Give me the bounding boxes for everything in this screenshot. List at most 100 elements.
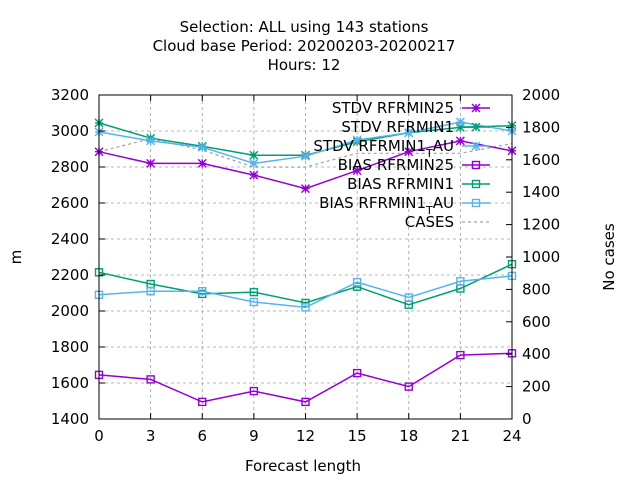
y2-tick-label: 800 bbox=[522, 280, 551, 298]
x-tick-label: 18 bbox=[399, 427, 418, 445]
data-point-square bbox=[456, 350, 465, 360]
data-point-star bbox=[404, 147, 414, 157]
legend-item: BIAS RFRMIN1TAU bbox=[319, 194, 490, 217]
y-tick-label: 2400 bbox=[51, 230, 89, 248]
legend-label: BIAS RFRMIN25 bbox=[338, 156, 454, 174]
data-point-square bbox=[404, 382, 413, 391]
y-tick-label: 3000 bbox=[51, 122, 89, 140]
legend-item: CASES bbox=[405, 213, 490, 231]
x-tick-label: 15 bbox=[348, 427, 367, 445]
series-bias-rfrmin1-tau bbox=[94, 271, 517, 312]
legend-label: STDV RFRMIN1TAU bbox=[313, 137, 454, 160]
data-point-star bbox=[301, 184, 310, 194]
x-tick-label: 21 bbox=[451, 427, 470, 445]
legend-item: STDV RFRMIN25 bbox=[332, 99, 490, 117]
data-point-square bbox=[146, 375, 155, 384]
title-line-3: Hours: 12 bbox=[268, 56, 341, 74]
data-point-star bbox=[404, 128, 414, 138]
series-line bbox=[98, 263, 513, 306]
series-stdv-rfrmin1-tau bbox=[94, 117, 517, 168]
title-line-1: Selection: ALL using 143 stations bbox=[180, 18, 429, 36]
data-point-star bbox=[471, 103, 481, 113]
x-tick-label: 24 bbox=[502, 427, 521, 445]
y-tick-label: 3200 bbox=[51, 86, 89, 104]
x-axis-label: Forecast length bbox=[245, 457, 361, 475]
data-point-star bbox=[352, 166, 362, 176]
legend-label: BIAS RFRMIN1TAU bbox=[319, 194, 454, 217]
data-point-star bbox=[249, 150, 259, 160]
legend-label: STDV RFRMIN1 bbox=[341, 118, 454, 136]
data-point-square bbox=[471, 198, 481, 208]
legend-item: STDV RFRMIN1TAU bbox=[313, 137, 490, 160]
y2-tick-label: 400 bbox=[522, 345, 551, 363]
y2-tick-label: 0 bbox=[522, 410, 532, 428]
y2-tick-label: 1600 bbox=[522, 151, 560, 169]
series-cases bbox=[98, 138, 513, 168]
x-axis-ticks: 0 3 6 9 12 15 18 21 24 bbox=[94, 95, 522, 445]
data-point-star bbox=[455, 136, 465, 146]
y-tick-label: 2200 bbox=[51, 266, 89, 284]
data-point-star bbox=[471, 122, 481, 132]
data-point-square bbox=[146, 287, 155, 296]
title-line-2: Cloud base Period: 20200203-20200217 bbox=[153, 37, 456, 55]
data-point-square bbox=[198, 397, 207, 407]
x-tick-label: 3 bbox=[146, 427, 156, 445]
series-line bbox=[98, 138, 513, 168]
data-point-star bbox=[146, 158, 156, 168]
legend-label: BIAS RFRMIN1 bbox=[347, 175, 454, 193]
data-point-star bbox=[471, 141, 481, 151]
y-tick-label: 2600 bbox=[51, 194, 89, 212]
data-point-star bbox=[146, 136, 156, 146]
data-point-square bbox=[471, 160, 481, 170]
data-point-star bbox=[249, 158, 259, 168]
data-point-square bbox=[249, 297, 259, 307]
data-point-star bbox=[197, 158, 207, 168]
data-point-star bbox=[301, 151, 310, 161]
data-point-star bbox=[455, 122, 465, 132]
legend-label-suffix: AU bbox=[433, 194, 454, 212]
y-tick-label: 1400 bbox=[51, 410, 89, 428]
data-point-star bbox=[455, 117, 465, 127]
data-point-square bbox=[249, 287, 259, 297]
data-point-square bbox=[404, 293, 413, 302]
data-point-square bbox=[301, 298, 310, 308]
legend-item: BIAS RFRMIN25 bbox=[338, 156, 490, 174]
legend-label: CASES bbox=[405, 213, 454, 231]
x-tick-label: 6 bbox=[197, 427, 207, 445]
y-tick-label: 1600 bbox=[51, 374, 89, 392]
y2-tick-label: 1000 bbox=[522, 248, 560, 266]
y-tick-label: 2800 bbox=[51, 158, 89, 176]
y2-tick-label: 1400 bbox=[522, 183, 560, 201]
y2-tick-label: 1200 bbox=[522, 216, 560, 234]
x-tick-label: 0 bbox=[94, 427, 104, 445]
legend-item: STDV RFRMIN1 bbox=[341, 118, 490, 136]
y2-tick-label: 200 bbox=[522, 378, 551, 396]
data-point-square bbox=[352, 282, 362, 291]
data-point-square bbox=[471, 179, 481, 189]
y2-tick-label: 600 bbox=[522, 313, 551, 331]
y2-tick-label: 2000 bbox=[522, 86, 560, 104]
data-point-square bbox=[352, 278, 362, 287]
series-line bbox=[98, 275, 513, 309]
chart-title: Selection: ALL using 143 stations Cloud … bbox=[153, 18, 456, 74]
legend-label: STDV RFRMIN25 bbox=[332, 99, 454, 117]
y-tick-label: 2000 bbox=[51, 302, 89, 320]
data-point-square bbox=[249, 386, 259, 396]
series-line bbox=[98, 352, 513, 403]
data-point-star bbox=[352, 135, 362, 145]
data-point-square bbox=[301, 397, 310, 407]
y-axis-label: m bbox=[7, 250, 25, 265]
data-point-square bbox=[198, 287, 207, 296]
series-layer bbox=[94, 117, 517, 407]
data-point-star bbox=[197, 142, 207, 152]
legend-label-suffix: AU bbox=[433, 137, 454, 155]
legend-label-subscript: T bbox=[425, 147, 433, 160]
y2-axis-label: No cases bbox=[600, 223, 618, 291]
data-point-square bbox=[301, 303, 310, 312]
x-tick-label: 9 bbox=[249, 427, 259, 445]
legend-label-subscript: T bbox=[425, 204, 433, 217]
x-tick-label: 12 bbox=[296, 427, 315, 445]
data-point-star bbox=[249, 170, 259, 180]
